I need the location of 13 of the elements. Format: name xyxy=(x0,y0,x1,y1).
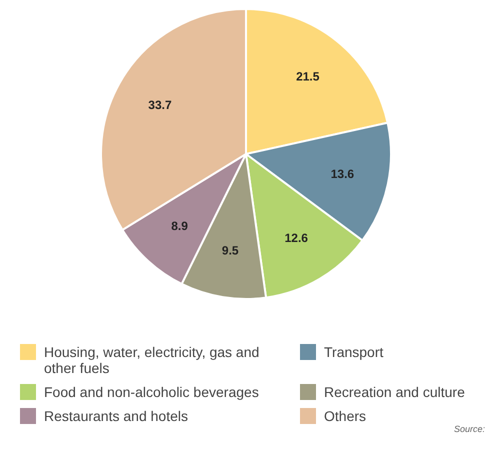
data-label: 21.5 xyxy=(296,69,320,84)
legend-label: Food and non-alcoholic beverages xyxy=(44,384,259,400)
legend-label: Restaurants and hotels xyxy=(44,408,188,424)
source-note: Source: xyxy=(452,424,486,434)
data-label: 9.5 xyxy=(221,244,238,258)
legend-label: Others xyxy=(324,408,366,424)
data-label: 33.7 xyxy=(148,98,172,112)
legend-label: Recreation and culture xyxy=(324,384,465,400)
data-label: 12.6 xyxy=(284,231,308,246)
legend-label: Transport xyxy=(324,344,384,360)
legend-label: Housing, water, electricity, gas and other fuels xyxy=(44,344,260,376)
data-label: 8.9 xyxy=(170,219,188,234)
data-label: 13.6 xyxy=(330,166,354,181)
